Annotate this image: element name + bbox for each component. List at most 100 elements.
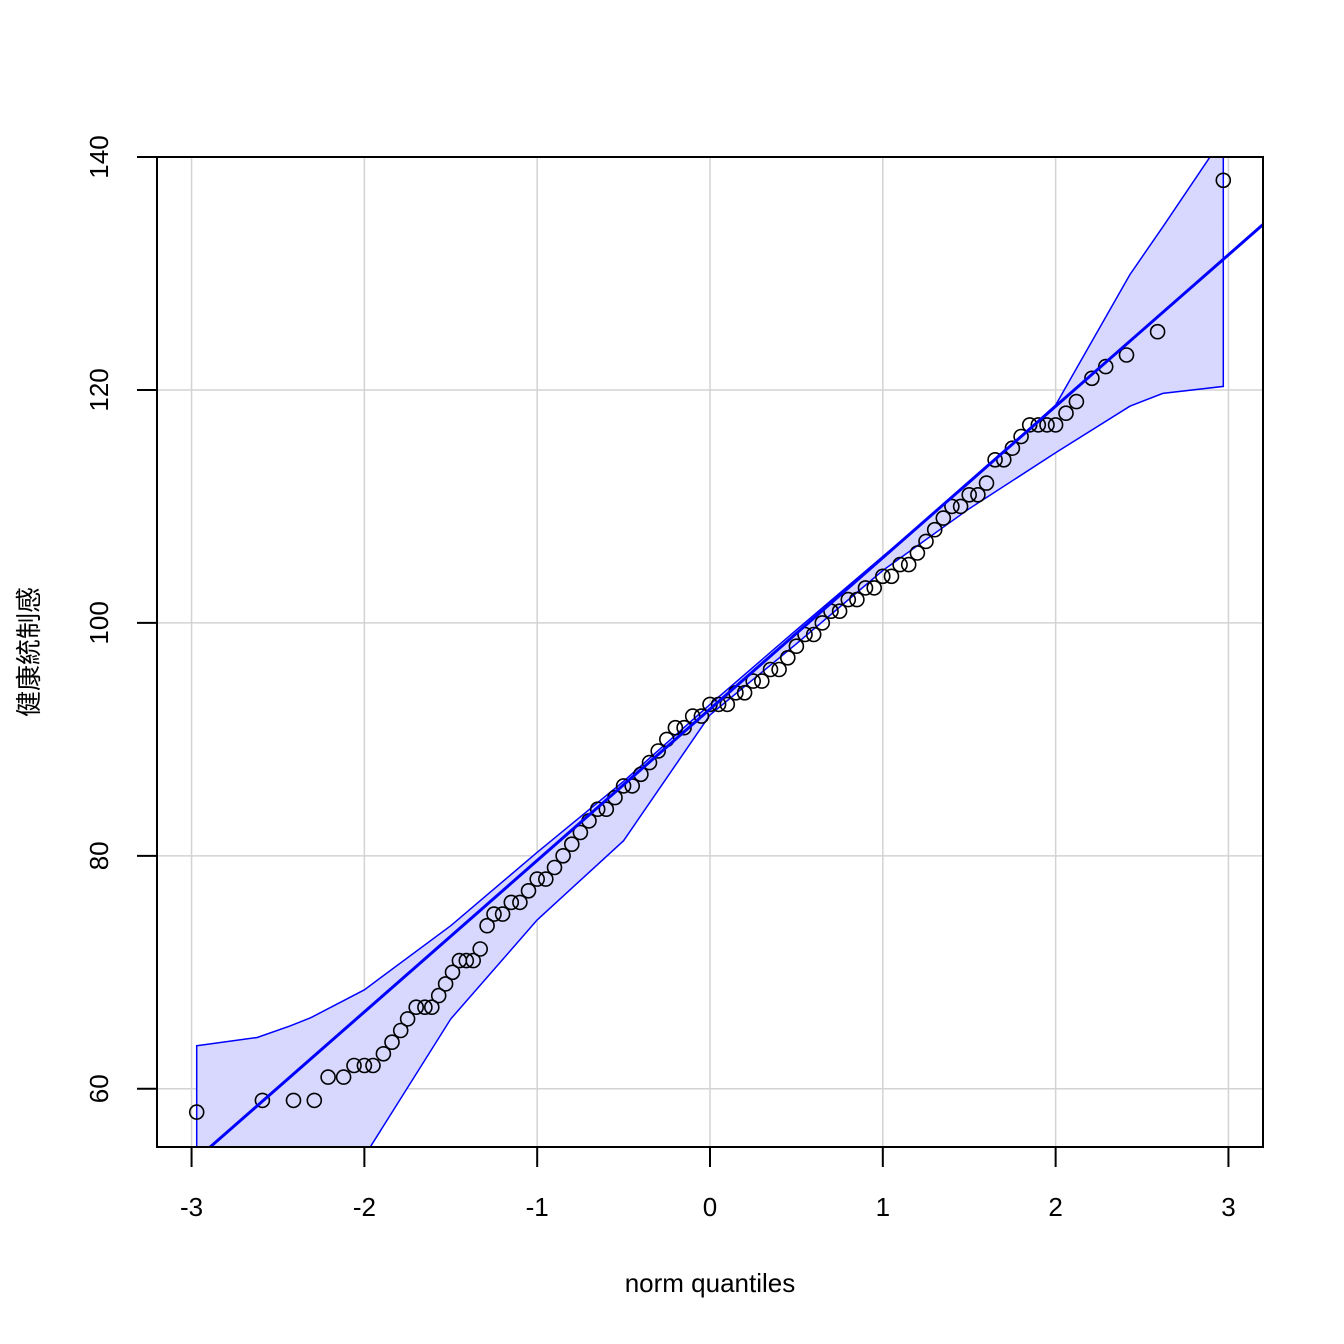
data-point <box>1013 428 1029 445</box>
data-point <box>320 1069 336 1085</box>
y-axis-title: 健康統制感 <box>14 587 44 717</box>
data-point <box>831 603 848 620</box>
x-tick-label: 2 <box>1048 1192 1062 1222</box>
data-point <box>900 556 917 573</box>
data-point <box>710 696 727 713</box>
data-point <box>978 475 995 491</box>
data-point <box>346 1057 362 1074</box>
data-point <box>589 801 606 818</box>
data-point <box>1084 370 1100 387</box>
data-point <box>1058 405 1074 422</box>
data-point <box>537 871 554 887</box>
data-point <box>771 661 787 678</box>
data-point <box>1021 417 1038 433</box>
data-point <box>719 696 736 713</box>
x-tick-label: -2 <box>353 1192 376 1222</box>
data-point <box>555 847 571 864</box>
x-axis: -3 -2 -1 0 1 2 3 <box>180 1147 1236 1222</box>
data-point <box>650 743 667 759</box>
data-point <box>465 952 482 969</box>
data-point <box>529 871 546 887</box>
data-point <box>572 824 589 841</box>
y-axis: 60 80 100 120 140 <box>84 135 157 1103</box>
y-tick-label: 120 <box>84 368 114 411</box>
data-point <box>1047 417 1064 433</box>
grid-lines <box>157 156 1263 1147</box>
data-point <box>408 999 425 1016</box>
data-point <box>188 1104 205 1120</box>
y-tick-label: 140 <box>84 135 114 178</box>
data-point <box>857 580 874 596</box>
data-point <box>926 521 943 538</box>
data-point <box>874 568 891 585</box>
data-point <box>736 684 753 701</box>
data-point <box>779 649 796 666</box>
data-point <box>745 673 762 689</box>
data-point <box>520 882 537 899</box>
data-point <box>805 626 822 643</box>
data-point <box>486 906 502 922</box>
data-point <box>254 1092 271 1109</box>
data-point <box>970 486 986 503</box>
data-point <box>1118 347 1135 363</box>
x-tick-label: -1 <box>526 1192 549 1222</box>
data-point <box>762 661 779 678</box>
data-point <box>667 719 684 736</box>
data-point <box>335 1069 352 1085</box>
data-point <box>693 708 710 724</box>
data-point <box>1215 172 1232 189</box>
data-point <box>437 976 454 992</box>
data-point <box>503 894 520 911</box>
data-point <box>444 964 461 981</box>
confidence-envelope <box>195 157 1225 1147</box>
data-point <box>883 568 900 585</box>
data-point <box>458 952 475 969</box>
data-point <box>546 859 563 876</box>
data-point <box>512 894 528 911</box>
data-points <box>188 172 1232 1120</box>
data-point <box>423 999 440 1016</box>
data-point <box>306 1092 323 1109</box>
data-point <box>479 917 495 934</box>
data-point <box>563 836 580 853</box>
data-point <box>472 941 489 957</box>
data-point <box>814 615 831 631</box>
data-point <box>961 486 978 503</box>
y-tick-label: 100 <box>84 601 114 644</box>
data-point <box>753 673 770 689</box>
data-point <box>384 1034 400 1050</box>
data-point <box>375 1046 392 1062</box>
data-point <box>987 451 1003 468</box>
data-point <box>840 591 857 608</box>
data-point <box>952 498 969 515</box>
x-tick-label: -3 <box>180 1192 203 1222</box>
data-point <box>1004 440 1021 457</box>
reference-line <box>207 223 1263 1147</box>
data-point <box>1030 417 1047 433</box>
data-point <box>676 719 692 736</box>
data-point <box>365 1057 381 1074</box>
data-point <box>1039 417 1055 433</box>
data-point <box>392 1022 409 1039</box>
data-point <box>849 591 865 608</box>
data-point <box>909 545 926 561</box>
data-point <box>399 1011 416 1027</box>
data-point <box>356 1057 373 1074</box>
y-tick-label: 60 <box>84 1074 114 1103</box>
data-point <box>1068 393 1085 410</box>
x-tick-label: 3 <box>1221 1192 1235 1222</box>
data-point <box>285 1092 302 1109</box>
data-point <box>866 580 883 596</box>
data-point <box>918 533 934 550</box>
data-point <box>598 801 615 818</box>
data-point <box>1149 323 1166 340</box>
data-point <box>430 987 447 1004</box>
data-point <box>892 556 908 573</box>
data-point <box>935 510 952 526</box>
data-point <box>944 498 960 515</box>
x-tick-label: 0 <box>703 1192 717 1222</box>
x-axis-title: norm quantiles <box>625 1268 796 1298</box>
data-point <box>615 778 632 794</box>
data-point <box>641 754 658 771</box>
